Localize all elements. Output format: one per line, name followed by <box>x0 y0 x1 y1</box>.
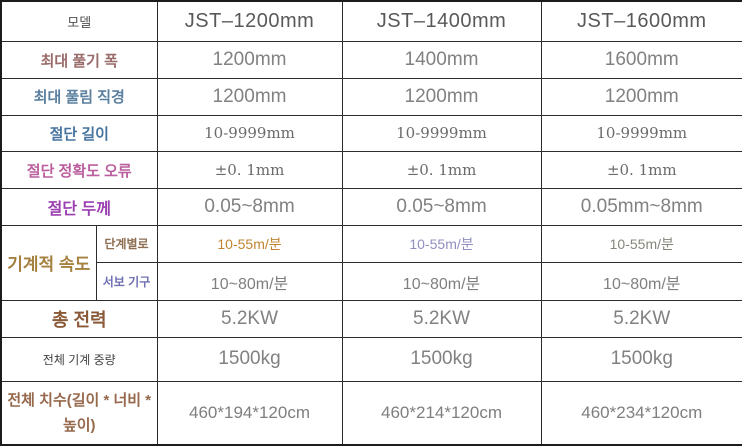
spec-cell: 1400mm <box>341 41 542 79</box>
spec-cell: 1200mm <box>156 77 343 116</box>
row-cutting-thickness: 절단 두께 0.05~8mm 0.05~8mm 0.05mm~8mm <box>0 187 742 226</box>
row-label-cutting-accuracy: 절단 정확도 오류 <box>0 151 158 189</box>
spec-cell: 5.2KW <box>341 299 542 338</box>
row-label-stepped-speed: 단계별로 <box>95 224 158 264</box>
row-cutting-accuracy: 절단 정확도 오류 ±0. 1mm ±0. 1mm ±0. 1mm <box>0 151 742 189</box>
spec-cell: 10-55m/분 <box>540 224 742 264</box>
spec-cell: 1500kg <box>156 336 343 383</box>
spec-cell: 1200mm <box>540 77 742 116</box>
row-max-unwinding-diameter: 최대 풀림 직경 1200mm 1200mm 1200mm <box>0 77 742 116</box>
spec-cell: 5.2KW <box>540 299 742 338</box>
row-machine-weight: 전체 기계 중량 1500kg 1500kg 1500kg <box>0 336 742 383</box>
row-total-power: 총 전력 5.2KW 5.2KW 5.2KW <box>0 299 742 338</box>
spec-cell: 1200mm <box>156 41 343 79</box>
row-mechanical-speed-stepped: 기계적 속도 단계별로 10-55m/분 10-55m/분 10-55m/분 <box>0 224 742 301</box>
row-mechanical-speed-servo: 서보 기구 10~80m/분 10~80m/분 10~80m/분 <box>1 262 742 301</box>
row-label-servo-speed: 서보 기구 <box>95 262 158 301</box>
spec-cell: 10-9999mm <box>540 114 742 153</box>
spec-cell: 10~80m/분 <box>341 262 542 301</box>
spec-cell: 1600mm <box>540 41 742 79</box>
spec-cell: ±0. 1mm <box>540 151 742 189</box>
row-label-max-unwinding-diameter: 최대 풀림 직경 <box>0 77 158 116</box>
header-row: 모델 JST–1200mm JST–1400mm JST–1600mm <box>0 0 742 43</box>
model-header-label: 모델 <box>0 0 158 43</box>
spec-cell: 1500kg <box>341 336 542 383</box>
spec-cell: 10~80m/분 <box>156 262 343 301</box>
row-label-mechanical-speed: 기계적 속도 <box>0 224 97 301</box>
row-label-total-power: 총 전력 <box>0 299 158 338</box>
spec-cell: 460*234*120cm <box>540 381 742 446</box>
spec-cell: ±0. 1mm <box>341 151 542 189</box>
spec-cell: 0.05~8mm <box>156 187 343 226</box>
spec-cell: 10~80m/분 <box>540 262 742 301</box>
spec-cell: 5.2KW <box>156 299 343 338</box>
row-label-overall-dimensions: 전체 치수(길이 * 너비 * 높이) <box>0 381 158 446</box>
model-header-jst-1400: JST–1400mm <box>341 0 542 43</box>
spec-cell: 1200mm <box>341 77 542 116</box>
spec-cell: 10-9999mm <box>156 114 343 153</box>
spec-cell: ±0. 1mm <box>156 151 343 189</box>
row-overall-dimensions: 전체 치수(길이 * 너비 * 높이) 460*194*120cm 460*21… <box>0 381 742 446</box>
row-label-machine-weight: 전체 기계 중량 <box>0 336 158 383</box>
spec-cell: 10-55m/분 <box>341 224 542 264</box>
spec-cell: 0.05mm~8mm <box>540 187 742 226</box>
row-label-cutting-thickness: 절단 두께 <box>0 187 158 226</box>
spec-cell: 0.05~8mm <box>341 187 542 226</box>
row-label-max-unwinding-width: 최대 풀기 폭 <box>0 41 158 79</box>
spec-cell: 460*194*120cm <box>156 381 343 446</box>
spec-cell: 1500kg <box>540 336 742 383</box>
model-header-jst-1200: JST–1200mm <box>156 0 343 43</box>
model-header-jst-1600: JST–1600mm <box>540 0 742 43</box>
row-cutting-length: 절단 길이 10-9999mm 10-9999mm 10-9999mm <box>0 114 742 153</box>
spec-cell: 460*214*120cm <box>341 381 542 446</box>
spec-cell: 10-9999mm <box>341 114 542 153</box>
row-label-cutting-length: 절단 길이 <box>0 114 158 153</box>
spec-cell: 10-55m/분 <box>156 224 343 264</box>
row-max-unwinding-width: 최대 풀기 폭 1200mm 1400mm 1600mm <box>0 41 742 79</box>
